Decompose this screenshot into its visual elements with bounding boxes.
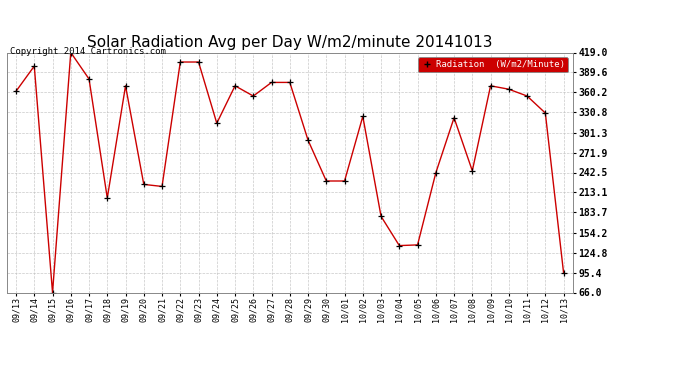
Text: Copyright 2014 Cartronics.com: Copyright 2014 Cartronics.com	[10, 47, 166, 56]
Legend: Radiation  (W/m2/Minute): Radiation (W/m2/Minute)	[418, 57, 568, 72]
Title: Solar Radiation Avg per Day W/m2/minute 20141013: Solar Radiation Avg per Day W/m2/minute …	[87, 35, 493, 50]
